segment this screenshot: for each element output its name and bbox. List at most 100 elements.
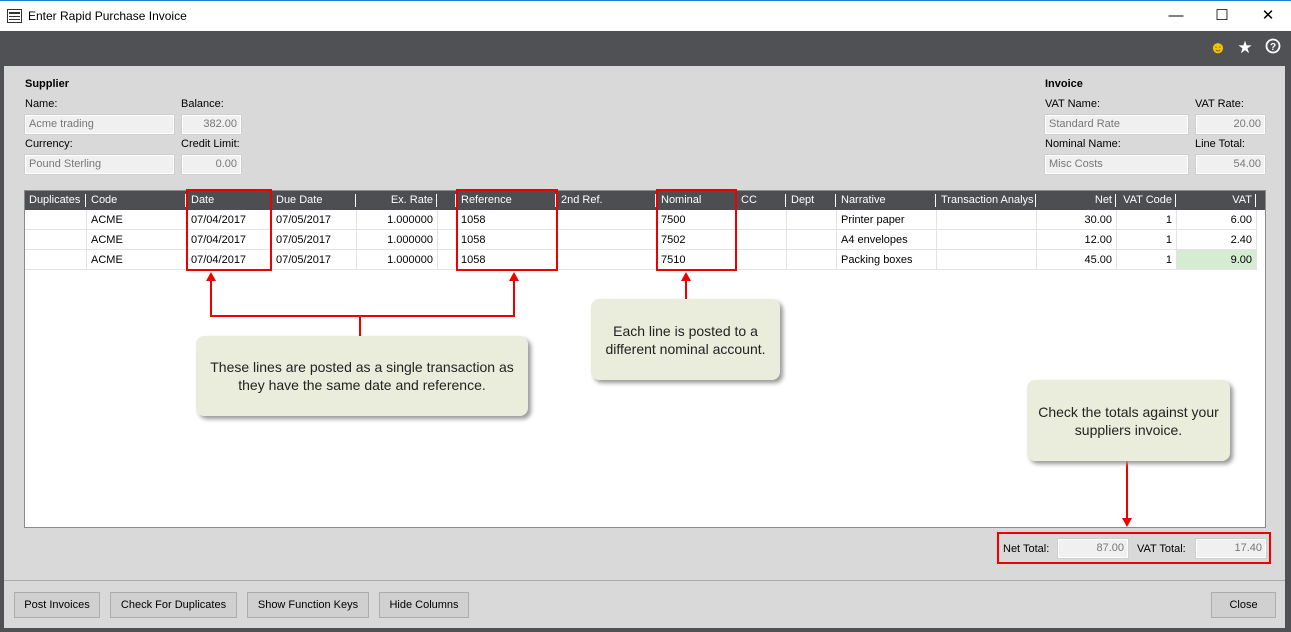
table-cell[interactable]	[557, 250, 657, 270]
table-cell[interactable]	[787, 210, 837, 230]
show-function-keys-button[interactable]: Show Function Keys	[247, 592, 369, 618]
smiley-feedback-icon[interactable]: ☻	[1209, 38, 1227, 57]
help-icon[interactable]: ?	[1263, 38, 1283, 58]
credit-limit-field: 0.00	[181, 154, 242, 175]
balance-label: Balance:	[181, 98, 224, 110]
nominal-highlight	[656, 189, 737, 271]
table-cell[interactable]: ACME	[87, 230, 187, 250]
table-cell[interactable]: 1	[1117, 210, 1177, 230]
column-header[interactable]: Net	[1037, 191, 1117, 210]
table-cell[interactable]	[557, 210, 657, 230]
table-cell[interactable]: ACME	[87, 210, 187, 230]
table-cell[interactable]: 30.00	[1037, 210, 1117, 230]
table-cell[interactable]: 9.00	[1177, 250, 1257, 270]
table-cell[interactable]: Packing boxes	[837, 250, 937, 270]
table-cell[interactable]	[25, 250, 87, 270]
table-cell[interactable]	[787, 230, 837, 250]
table-cell[interactable]	[25, 230, 87, 250]
column-header[interactable]: Reference	[457, 191, 557, 210]
close-icon[interactable]: ✕	[1261, 7, 1275, 24]
connector	[685, 280, 687, 299]
reference-highlight	[456, 189, 558, 271]
table-cell[interactable]: 1.000000	[357, 250, 438, 270]
minimize-icon[interactable]: —	[1168, 7, 1184, 24]
table-cell[interactable]	[937, 250, 1037, 270]
table-cell[interactable]: 1	[1117, 250, 1177, 270]
table-cell[interactable]: 1.000000	[357, 210, 438, 230]
column-header[interactable]: CC	[737, 191, 787, 210]
arrow-up-icon	[206, 272, 216, 281]
table-cell[interactable]: 6.00	[1177, 210, 1257, 230]
currency-label: Currency:	[25, 138, 73, 150]
column-header[interactable]: Narrative	[837, 191, 937, 210]
column-header[interactable]: Code	[87, 191, 187, 210]
close-button[interactable]: Close	[1211, 592, 1276, 618]
column-header[interactable]: 2nd Ref.	[557, 191, 657, 210]
connector	[1126, 460, 1128, 519]
divider	[4, 580, 1285, 581]
column-header[interactable]: Due Date	[272, 191, 357, 210]
nominal-name-field: Misc Costs	[1044, 154, 1189, 175]
supplier-heading: Supplier	[25, 78, 70, 90]
currency-field: Pound Sterling	[24, 154, 175, 175]
credit-limit-label: Credit Limit:	[181, 138, 240, 150]
table-cell[interactable]: 07/05/2017	[272, 230, 357, 250]
arrow-up-icon	[681, 272, 691, 281]
svg-text:?: ?	[1270, 42, 1276, 53]
table-cell[interactable]: ACME	[87, 250, 187, 270]
table-cell[interactable]	[438, 210, 457, 230]
connector	[210, 280, 212, 317]
balance-field: 382.00	[181, 114, 242, 135]
column-header[interactable]: Duplicates	[25, 191, 87, 210]
table-cell[interactable]	[557, 230, 657, 250]
nominal-name-label: Nominal Name:	[1045, 138, 1121, 150]
table-cell[interactable]: 12.00	[1037, 230, 1117, 250]
callout-same-transaction: These lines are posted as a single trans…	[196, 336, 528, 416]
post-invoices-button[interactable]: Post Invoices	[14, 592, 100, 618]
star-favourite-icon[interactable]: ★	[1237, 38, 1253, 57]
toolbar	[0, 31, 1291, 66]
table-cell[interactable]	[937, 210, 1037, 230]
table-cell[interactable]	[438, 250, 457, 270]
grid-header: Duplicates Code Date Due Date Ex. Rate Refere…	[25, 191, 1265, 210]
table-cell[interactable]: 2.40	[1177, 230, 1257, 250]
table-cell[interactable]	[25, 210, 87, 230]
table-cell[interactable]	[937, 230, 1037, 250]
table-cell[interactable]: 07/05/2017	[272, 250, 357, 270]
column-header[interactable]: VAT	[1177, 191, 1257, 210]
table-cell[interactable]	[737, 250, 787, 270]
totals-highlight	[997, 532, 1271, 564]
callout-nominal: Each line is posted to a different nomin…	[591, 299, 780, 380]
table-cell[interactable]	[787, 250, 837, 270]
table-cell[interactable]: A4 envelopes	[837, 230, 937, 250]
column-header[interactable]: VAT Code	[1117, 191, 1177, 210]
table-cell[interactable]	[737, 230, 787, 250]
table-row[interactable]: ACME 07/04/2017 07/05/2017 1.000000 1058 7502…	[25, 230, 1257, 250]
check-duplicates-button[interactable]: Check For Duplicates	[110, 592, 237, 618]
supplier-name-field[interactable]: Acme trading	[24, 114, 175, 135]
column-header[interactable]: Ex. Rate	[357, 191, 438, 210]
column-header[interactable]: Dept	[787, 191, 837, 210]
maximize-icon[interactable]: ☐	[1215, 7, 1229, 24]
table-cell[interactable]	[737, 210, 787, 230]
vat-total-field: 17.40	[1195, 538, 1267, 559]
vat-rate-field: 20.00	[1195, 114, 1266, 135]
connector	[359, 315, 361, 336]
table-cell[interactable]	[438, 230, 457, 250]
net-total-field: 87.00	[1057, 538, 1129, 559]
column-header[interactable]	[438, 191, 457, 210]
table-cell[interactable]: Printer paper	[837, 210, 937, 230]
hide-columns-button[interactable]: Hide Columns	[379, 592, 469, 618]
table-cell[interactable]: 45.00	[1037, 250, 1117, 270]
connector	[513, 280, 515, 317]
column-header[interactable]: Transaction Analys	[937, 191, 1037, 210]
arrow-down-icon	[1122, 518, 1132, 527]
vat-name-label: VAT Name:	[1045, 98, 1101, 110]
title-bar: Enter Rapid Purchase Invoice — ☐ ✕	[0, 0, 1291, 31]
table-cell[interactable]: 1.000000	[357, 230, 438, 250]
window-title: Enter Rapid Purchase Invoice	[28, 9, 187, 23]
table-row[interactable]: ACME 07/04/2017 07/05/2017 1.000000 1058 7500…	[25, 210, 1257, 230]
table-cell[interactable]: 1	[1117, 230, 1177, 250]
date-highlight	[186, 189, 272, 271]
table-cell[interactable]: 07/05/2017	[272, 210, 357, 230]
